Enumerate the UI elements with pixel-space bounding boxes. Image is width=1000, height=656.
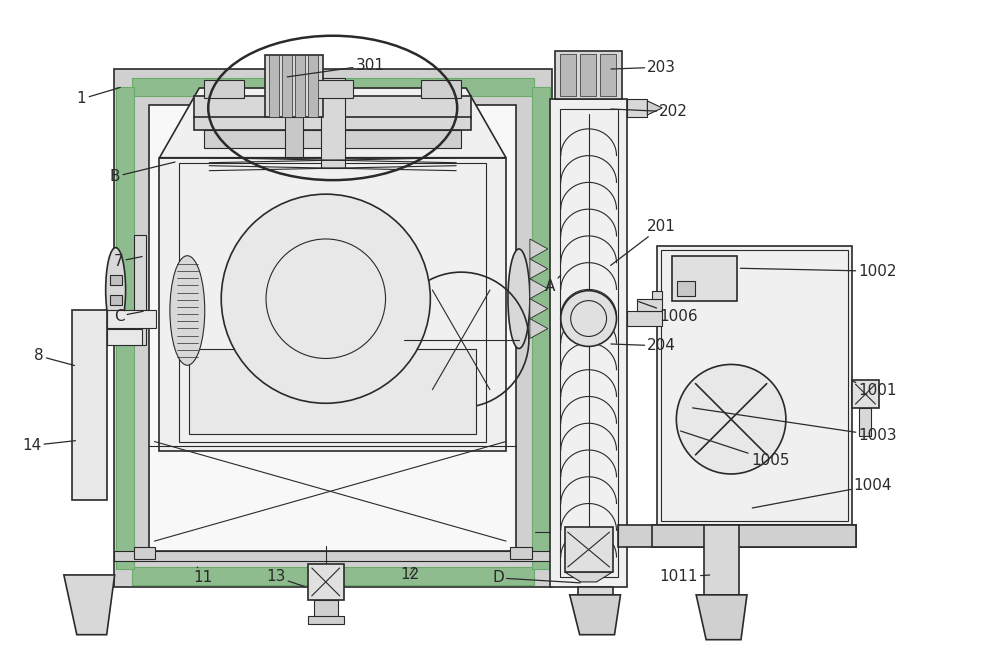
Text: 1011: 1011 xyxy=(659,569,710,584)
Bar xyxy=(189,349,476,434)
Text: 8: 8 xyxy=(34,348,74,365)
Bar xyxy=(269,55,279,117)
Bar xyxy=(159,157,506,451)
Bar xyxy=(580,54,596,96)
Bar xyxy=(134,547,155,559)
Polygon shape xyxy=(530,239,548,259)
Text: 7: 7 xyxy=(114,254,142,269)
Ellipse shape xyxy=(508,249,530,348)
Text: C: C xyxy=(114,308,143,323)
Text: 1002: 1002 xyxy=(740,264,897,279)
Bar xyxy=(555,51,622,99)
Ellipse shape xyxy=(106,247,126,332)
Bar xyxy=(704,525,739,595)
Bar xyxy=(194,96,471,118)
Ellipse shape xyxy=(170,256,205,365)
Bar xyxy=(677,281,695,296)
Bar xyxy=(194,117,471,130)
Bar xyxy=(661,251,848,521)
Text: 204: 204 xyxy=(611,338,676,354)
Bar xyxy=(285,117,303,157)
Bar xyxy=(627,99,647,117)
Bar xyxy=(578,587,613,595)
Bar xyxy=(321,78,345,168)
Bar xyxy=(204,80,244,98)
Text: D: D xyxy=(492,571,580,585)
Text: 202: 202 xyxy=(611,104,688,119)
Bar xyxy=(204,130,461,148)
Bar xyxy=(560,109,618,577)
Text: 1003: 1003 xyxy=(693,408,897,443)
Bar xyxy=(149,105,516,551)
Bar xyxy=(672,256,737,301)
Bar xyxy=(308,55,318,117)
Text: 14: 14 xyxy=(22,438,75,453)
Text: 1006: 1006 xyxy=(639,302,698,323)
Text: 1: 1 xyxy=(77,87,120,106)
Bar xyxy=(116,87,134,569)
Bar xyxy=(295,55,305,117)
Bar xyxy=(107,329,142,345)
Polygon shape xyxy=(530,279,548,298)
Text: A: A xyxy=(545,276,561,294)
Bar xyxy=(114,551,552,561)
Circle shape xyxy=(221,194,430,403)
Text: 12: 12 xyxy=(400,567,420,583)
Bar xyxy=(560,54,576,96)
Bar xyxy=(532,87,550,569)
Bar xyxy=(308,564,344,600)
Bar xyxy=(134,235,146,344)
Bar xyxy=(72,310,107,501)
Polygon shape xyxy=(159,88,506,157)
Bar xyxy=(114,69,552,587)
Bar xyxy=(852,380,879,408)
Bar xyxy=(637,299,662,311)
Bar xyxy=(657,247,852,525)
Bar xyxy=(132,78,534,96)
Bar xyxy=(265,55,323,117)
Polygon shape xyxy=(64,575,115,635)
Text: 201: 201 xyxy=(611,219,676,266)
Bar xyxy=(107,310,156,329)
Polygon shape xyxy=(570,595,620,635)
Bar xyxy=(313,80,353,98)
Bar xyxy=(565,527,613,572)
Text: 1005: 1005 xyxy=(681,431,789,468)
Circle shape xyxy=(676,365,786,474)
Polygon shape xyxy=(647,101,662,115)
Bar xyxy=(652,525,856,547)
Text: 1001: 1001 xyxy=(853,381,897,398)
Text: 203: 203 xyxy=(611,60,676,75)
Text: 11: 11 xyxy=(193,567,213,585)
Circle shape xyxy=(561,291,617,346)
Bar xyxy=(132,567,534,585)
Bar xyxy=(110,275,122,285)
Bar xyxy=(179,163,486,441)
Bar xyxy=(510,547,532,559)
Polygon shape xyxy=(565,572,613,582)
Bar xyxy=(421,80,461,98)
Bar xyxy=(652,291,662,299)
Bar xyxy=(308,616,344,624)
Text: 301: 301 xyxy=(287,58,385,77)
Bar xyxy=(600,54,616,96)
Polygon shape xyxy=(530,259,548,279)
Bar xyxy=(550,99,627,587)
Text: 13: 13 xyxy=(266,569,305,586)
Text: B: B xyxy=(110,162,175,184)
Text: 1004: 1004 xyxy=(752,478,892,508)
Bar xyxy=(627,311,662,326)
Bar xyxy=(314,600,338,618)
Bar xyxy=(618,525,856,547)
Polygon shape xyxy=(530,298,548,319)
Polygon shape xyxy=(530,319,548,338)
Polygon shape xyxy=(696,595,747,640)
Bar xyxy=(859,408,871,436)
Bar xyxy=(282,55,292,117)
Bar xyxy=(110,295,122,305)
